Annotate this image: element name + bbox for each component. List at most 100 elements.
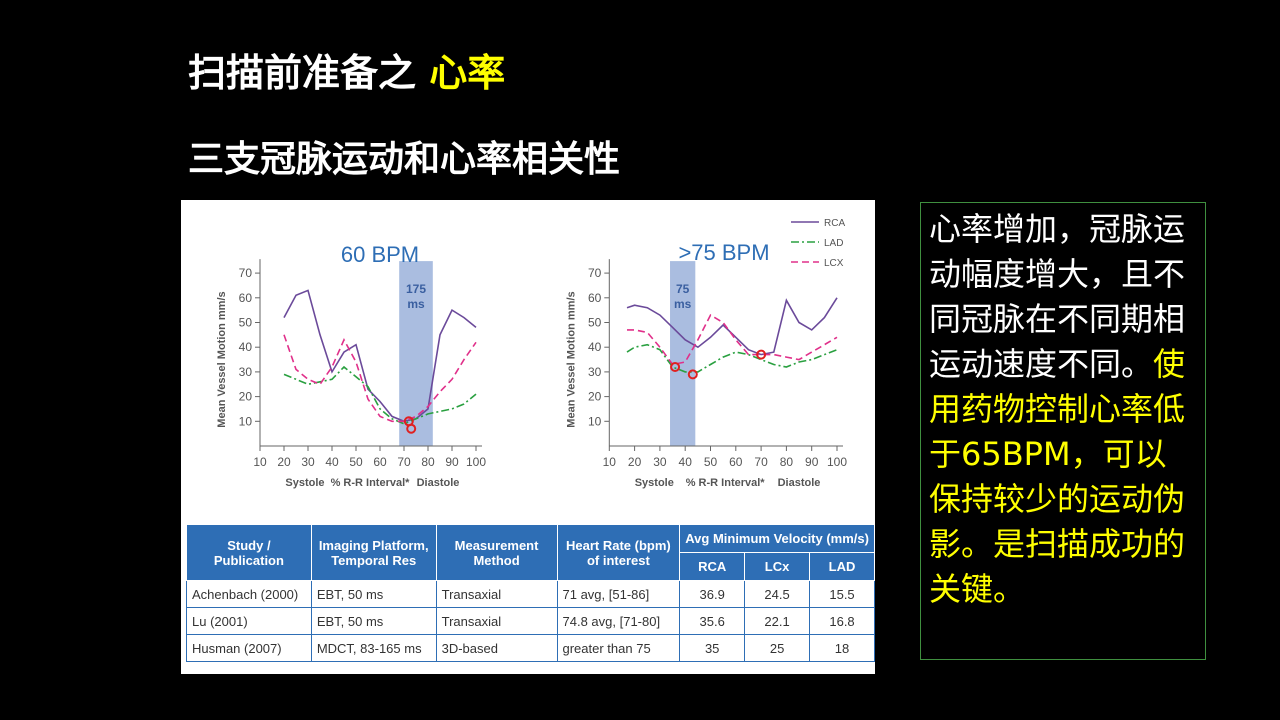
- y-tick-label: 30: [588, 365, 602, 379]
- x-tick-label: 70: [754, 455, 768, 469]
- min-motion-marker: [687, 369, 698, 380]
- table-cell: 71 avg, [51-86]: [556, 580, 681, 608]
- table-cell: 22.1: [744, 607, 811, 635]
- x-phase-label: Systole: [285, 477, 324, 489]
- x-tick-label: 80: [780, 455, 794, 469]
- table-cell: MDCT, 83-165 ms: [310, 634, 437, 662]
- table-cell: 25: [744, 634, 811, 662]
- table-header-velocity: Avg Minimum Velocity (mm/s): [679, 524, 875, 553]
- series-line-rca: [626, 297, 838, 356]
- x-tick-label: 90: [445, 455, 459, 469]
- x-tick-label: 50: [704, 455, 718, 469]
- y-tick-label: 20: [239, 390, 253, 404]
- slide-title-highlight: 心率: [429, 51, 506, 95]
- table-row: Lu (2001) EBT, 50 ms Transaxial 74.8 avg…: [186, 607, 875, 635]
- summary-textbox: 心率增加，冠脉运动幅度增大，且不同冠脉在不同期相运动速度不同。使用药物控制心率低…: [920, 202, 1206, 660]
- x-axis-label: % R-R Interval*: [686, 477, 766, 489]
- chart-title: 60 BPM: [341, 242, 419, 267]
- table-row: Husman (2007) MDCT, 83-165 ms 3D-based g…: [186, 634, 875, 662]
- table-subheader-lcx: LCx: [744, 552, 811, 581]
- x-tick-label: 60: [373, 455, 387, 469]
- min-motion-marker: [756, 349, 767, 360]
- x-tick-label: 40: [325, 455, 339, 469]
- table-subheader-lad: LAD: [809, 552, 875, 581]
- table-subheader-rca: RCA: [679, 552, 746, 581]
- x-tick-label: 10: [603, 455, 617, 469]
- table-cell: 16.8: [809, 607, 875, 635]
- y-tick-label: 50: [239, 316, 253, 330]
- summary-text-white: 心率增加，冠脉运动幅度增大，且不同冠脉在不同期相运动速度不同。: [929, 210, 1186, 383]
- series-line-lad: [626, 343, 838, 373]
- legend-label-rca: RCA: [824, 218, 845, 229]
- y-tick-label: 40: [588, 340, 602, 354]
- min-motion-marker: [670, 361, 681, 372]
- window-label: 175: [406, 282, 426, 296]
- x-tick-label: 100: [466, 455, 486, 469]
- x-tick-label: 70: [397, 455, 411, 469]
- x-phase-label: Systole: [635, 477, 674, 489]
- min-motion-marker: [406, 423, 417, 434]
- table-cell: 35.6: [679, 607, 746, 635]
- series-line-rca: [283, 289, 477, 423]
- x-tick-label: 30: [301, 455, 315, 469]
- series-line-lcx: [627, 313, 838, 366]
- x-tick-label: 20: [277, 455, 291, 469]
- table-cell: Husman (2007): [186, 634, 312, 662]
- x-axis-label: % R-R Interval*: [331, 477, 411, 489]
- x-tick-label: 50: [349, 455, 363, 469]
- legend-label-lcx: LCX: [824, 258, 844, 269]
- series-line-lcx: [283, 334, 477, 423]
- y-tick-label: 40: [239, 340, 253, 354]
- y-tick-label: 50: [588, 316, 602, 330]
- table-cell: 15.5: [809, 580, 875, 608]
- table-header-platform: Imaging Platform, Temporal Res: [310, 524, 437, 581]
- table-header-heart-rate: Heart Rate (bpm) of interest: [556, 524, 681, 581]
- chart-panel: 175 ms 10 20 30 40 50 60 70 10 20 30 40 50 60 70 80 90 100…: [181, 200, 875, 518]
- table-header-study: Study / Publication: [186, 524, 312, 581]
- legend-label-lad: LAD: [824, 238, 843, 249]
- y-tick-label: 10: [239, 414, 253, 428]
- study-table: Study / Publication Imaging Platform, Te…: [186, 524, 875, 662]
- table-cell: EBT, 50 ms: [310, 607, 437, 635]
- slide-subtitle: 三支冠脉运动和心率相关性: [188, 139, 621, 180]
- table-cell: Lu (2001): [186, 607, 312, 635]
- acquisition-window: [399, 261, 433, 446]
- table-cell: 74.8 avg, [71-80]: [556, 607, 681, 635]
- table-cell: EBT, 50 ms: [310, 580, 437, 608]
- study-table-panel: Study / Publication Imaging Platform, Te…: [181, 518, 875, 674]
- x-tick-label: 20: [628, 455, 642, 469]
- table-cell: greater than 75: [556, 634, 681, 662]
- x-tick-label: 60: [729, 455, 743, 469]
- x-tick-label: 100: [827, 455, 847, 469]
- acquisition-window: [670, 261, 696, 446]
- window-label: ms: [674, 297, 692, 311]
- y-tick-label: 60: [239, 291, 253, 305]
- chart-title: >75 BPM: [678, 240, 769, 265]
- table-cell: 18: [809, 634, 875, 662]
- y-tick-label: 20: [588, 390, 602, 404]
- window-label: ms: [407, 297, 425, 311]
- x-tick-label: 30: [653, 455, 667, 469]
- slide-title-main: 扫描前准备之: [188, 51, 430, 95]
- table-cell: Transaxial: [435, 607, 558, 635]
- table-cell: Achenbach (2000): [186, 580, 312, 608]
- x-tick-label: 80: [421, 455, 435, 469]
- x-tick-label: 10: [253, 455, 267, 469]
- x-tick-label: 40: [679, 455, 693, 469]
- y-axis-label: Mean Vessel Motion mm/s: [565, 291, 577, 427]
- x-phase-label: Diastole: [778, 477, 821, 489]
- slide-title: 扫描前准备之 心率: [188, 42, 505, 97]
- x-tick-label: 90: [805, 455, 819, 469]
- table-cell: 36.9: [679, 580, 746, 608]
- table-cell: 3D-based: [435, 634, 558, 662]
- table-row: Achenbach (2000) EBT, 50 ms Transaxial 7…: [186, 580, 875, 608]
- summary-text-yellow: 使用药物控制心率低于65BPM，可以保持较少的运动伪影。是扫描成功的关键。: [929, 345, 1186, 608]
- y-tick-label: 10: [588, 414, 602, 428]
- y-tick-label: 60: [588, 291, 602, 305]
- table-cell: 24.5: [744, 580, 811, 608]
- x-phase-label: Diastole: [417, 477, 460, 489]
- window-label: 75: [676, 282, 690, 296]
- y-tick-label: 70: [588, 266, 602, 280]
- table-cell: 35: [679, 634, 746, 662]
